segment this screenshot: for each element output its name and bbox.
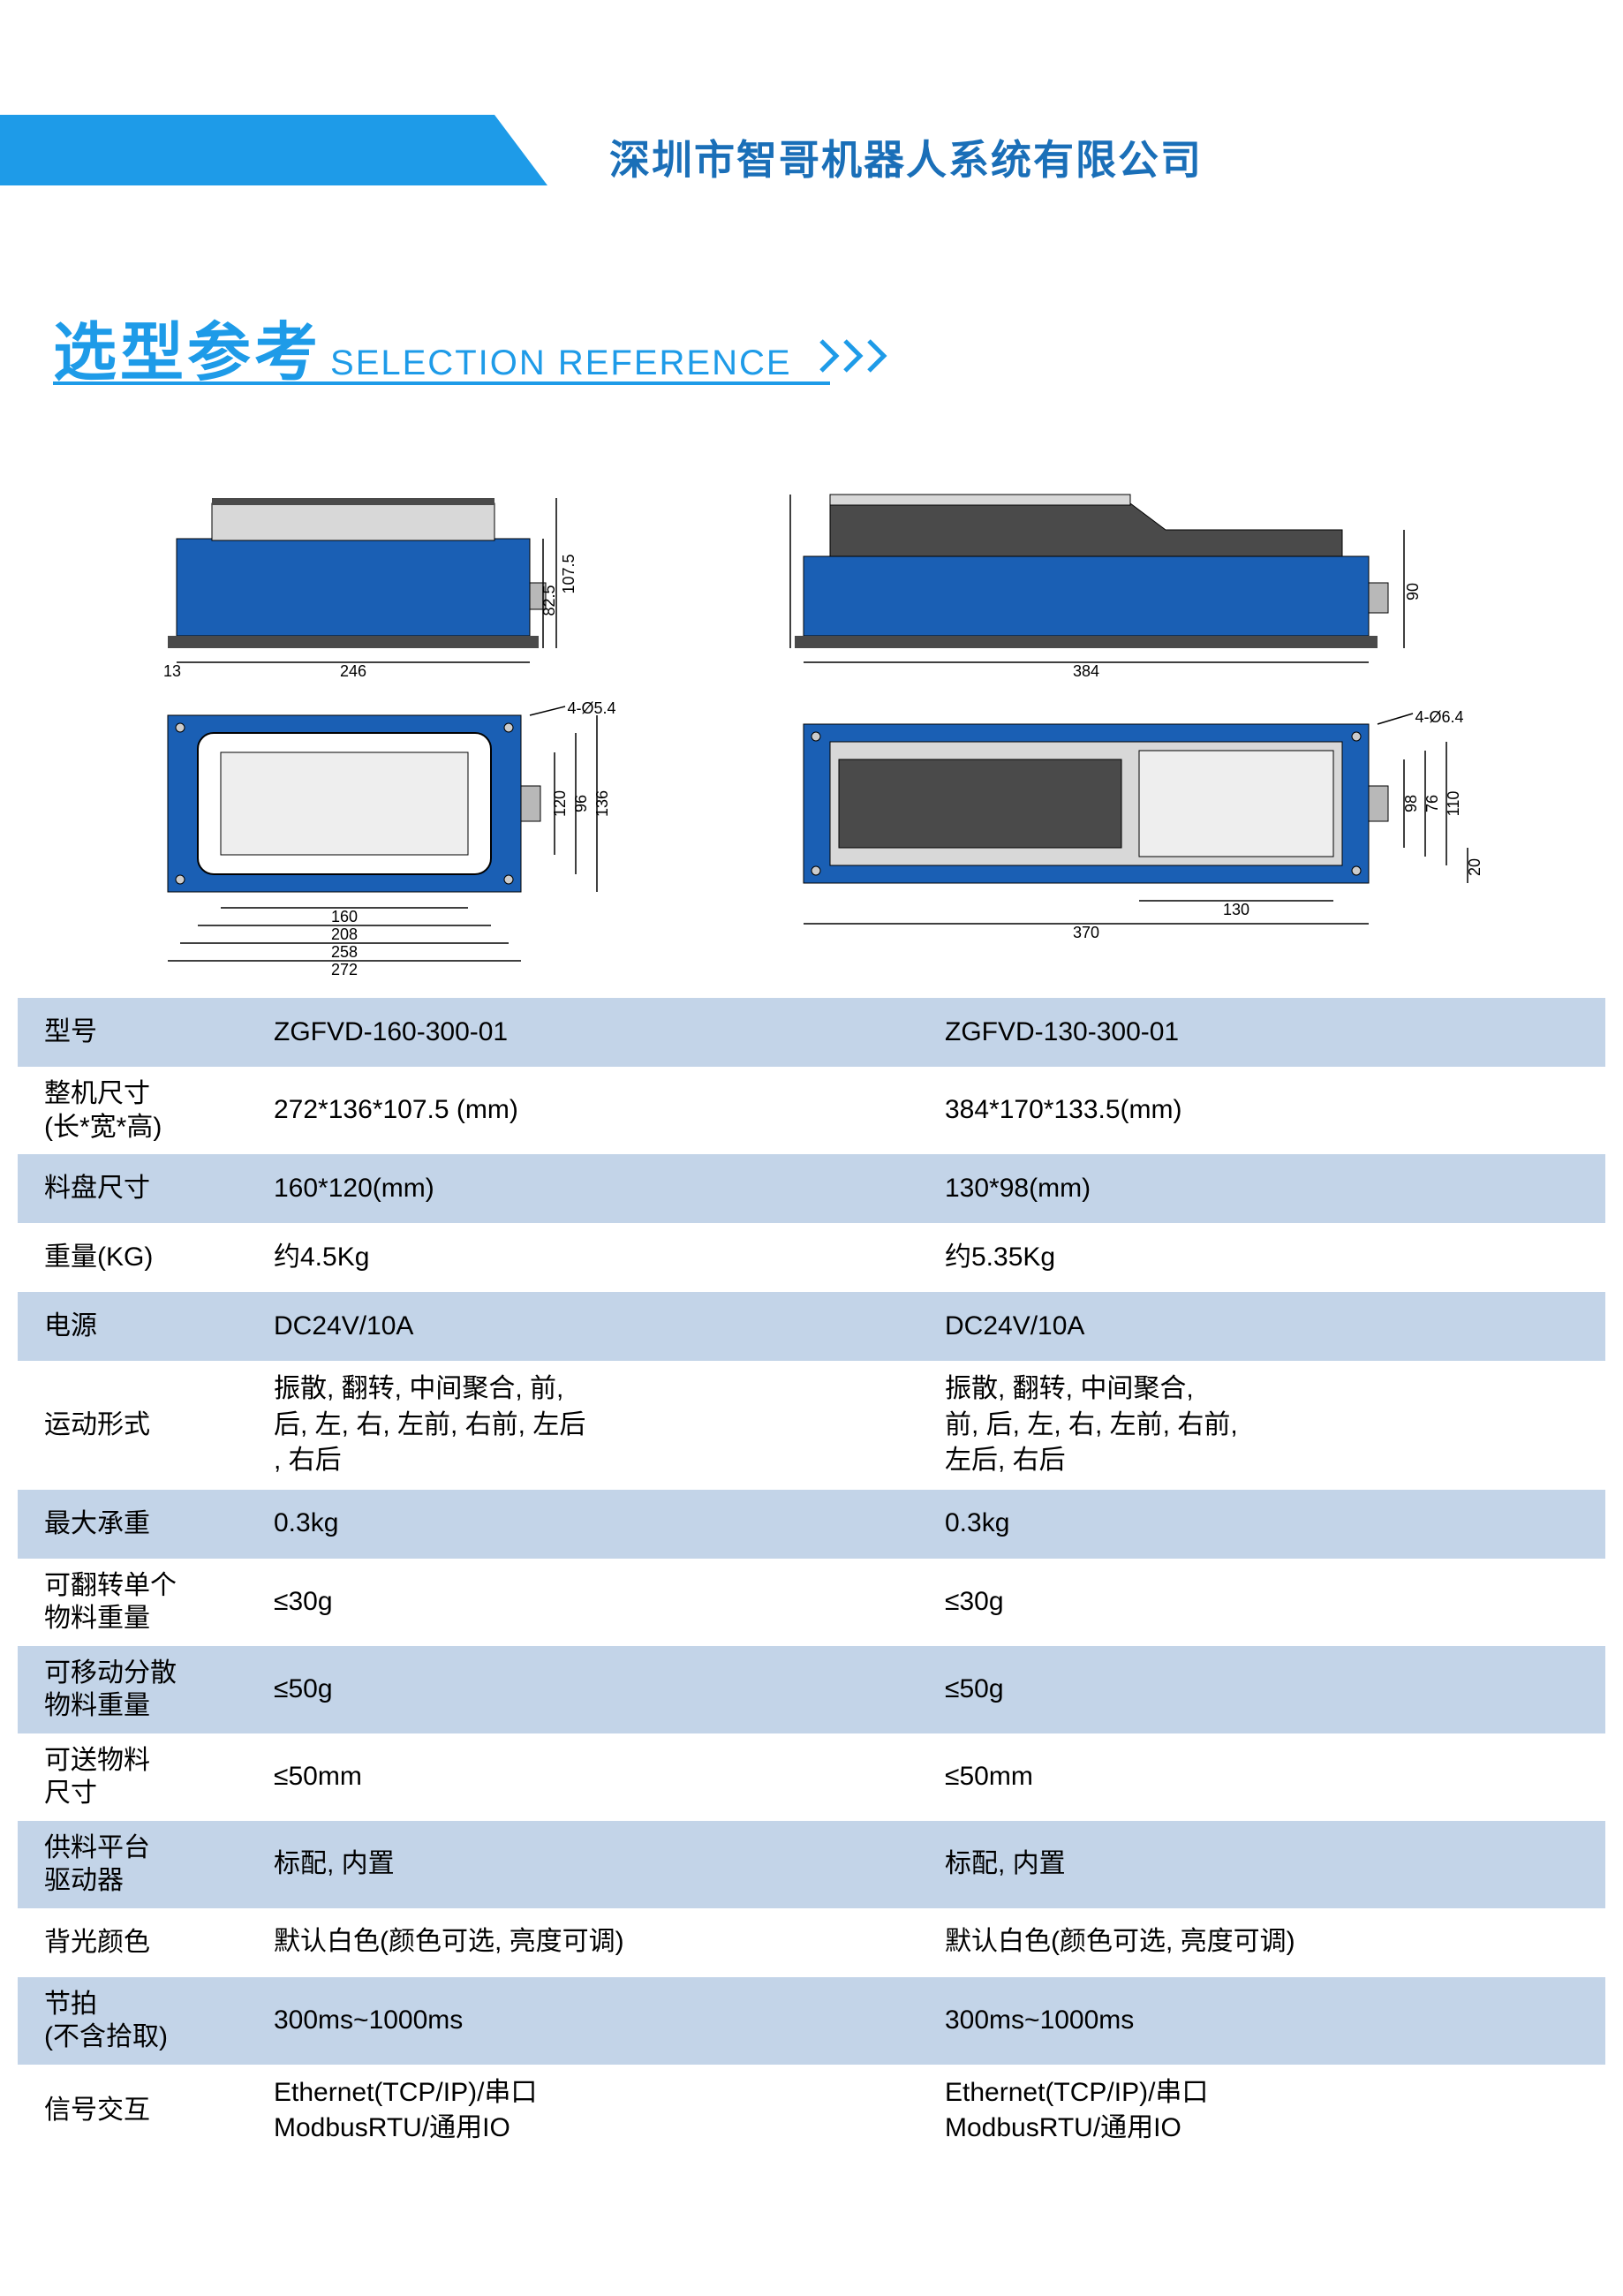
spec-value-col2: 130*98(mm) [936,1171,1572,1207]
spec-row: 重量(KG)约4.5Kg约5.35Kg [18,1223,1605,1292]
spec-value-col1: 300ms~1000ms [265,2003,936,2039]
spec-value-col1: Ethernet(TCP/IP)/串口 ModbusRTU/通用IO [265,2075,936,2147]
spec-value-col1: 0.3kg [265,1506,936,1542]
svg-text:90: 90 [1404,583,1422,600]
title-underline [53,381,830,385]
spec-row: 料盘尺寸160*120(mm)130*98(mm) [18,1154,1605,1223]
spec-label: 可送物料 尺寸 [18,1744,265,1810]
spec-value-col1: 约4.5Kg [265,1240,936,1276]
spec-table: 型号ZGFVD-160-300-01ZGFVD-130-300-01整机尺寸 (… [18,998,1605,2157]
spec-label: 供料平台 驱动器 [18,1832,265,1898]
svg-text:258: 258 [331,943,358,961]
svg-text:130: 130 [1223,901,1249,918]
spec-row: 运动形式振散, 翻转, 中间聚合, 前, 后, 左, 右, 左前, 右前, 左后… [18,1361,1605,1490]
title-cn: 选型参考 [53,300,321,393]
spec-row: 信号交互Ethernet(TCP/IP)/串口 ModbusRTU/通用IOEt… [18,2065,1605,2157]
spec-label: 可移动分散 物料重量 [18,1657,265,1723]
spec-row: 可翻转单个 物料重量≤30g≤30g [18,1559,1605,1646]
page-title: 选型参考 SELECTION REFERENCE [53,300,896,393]
spec-value-col2: 300ms~1000ms [936,2003,1572,2039]
spec-value-col2: 默认白色(颜色可选, 亮度可调) [936,1924,1572,1960]
spec-value-col1: ≤50mm [265,1759,936,1795]
svg-text:98: 98 [1402,795,1420,812]
spec-label: 重量(KG) [18,1241,265,1274]
spec-value-col2: ≤30g [936,1584,1572,1620]
spec-value-col2: 0.3kg [936,1506,1572,1542]
spec-value-col1: ≤30g [265,1584,936,1620]
svg-text:120: 120 [551,790,569,817]
spec-label: 背光颜色 [18,1926,265,1960]
svg-text:272: 272 [331,961,358,978]
spec-value-col2: ≤50g [936,1672,1572,1708]
diagram-left-top: 4-Ø5.4 120 96 136 160 208 258 272 [150,698,645,980]
spec-value-col2: 标配, 内置 [936,1847,1572,1883]
svg-text:384: 384 [1073,662,1099,680]
svg-text:160: 160 [331,908,358,925]
spec-row: 型号ZGFVD-160-300-01ZGFVD-130-300-01 [18,998,1605,1067]
chevron-right-icon [817,337,896,374]
spec-value-col2: 振散, 翻转, 中间聚合, 前, 后, 左, 右, 左前, 右前, 左后, 右后 [936,1371,1572,1479]
spec-row: 供料平台 驱动器标配, 内置标配, 内置 [18,1821,1605,1908]
spec-value-col1: 默认白色(颜色可选, 亮度可调) [265,1924,936,1960]
spec-value-col2: 约5.35Kg [936,1240,1572,1276]
spec-value-col1: ≤50g [265,1672,936,1708]
svg-text:208: 208 [331,925,358,943]
diagram-left-side: 107.5 82.5 246 13 [150,477,609,680]
header-accent-bar [0,115,494,185]
spec-label: 可翻转单个 物料重量 [18,1569,265,1635]
svg-text:13: 13 [163,662,181,680]
svg-text:20: 20 [1466,858,1483,876]
spec-label: 最大承重 [18,1507,265,1541]
title-en: SELECTION REFERENCE [330,344,792,383]
spec-value-col1: 振散, 翻转, 中间聚合, 前, 后, 左, 右, 左前, 右前, 左后 , 右… [265,1371,936,1479]
diagram-right-side: 133.5 90 384 [786,477,1475,680]
spec-row: 最大承重0.3kg0.3kg [18,1490,1605,1559]
spec-value-col2: ≤50mm [936,1759,1572,1795]
svg-text:96: 96 [572,795,590,812]
spec-row: 电源DC24V/10ADC24V/10A [18,1292,1605,1361]
spec-row: 可移动分散 物料重量≤50g≤50g [18,1646,1605,1733]
spec-value-col1: 160*120(mm) [265,1171,936,1207]
diagram-right-top: 4-Ø6.4 98 76 110 20 130 370 [786,706,1510,971]
spec-value-col1: DC24V/10A [265,1309,936,1345]
svg-text:370: 370 [1073,924,1099,941]
spec-row: 节拍 (不含拾取)300ms~1000ms300ms~1000ms [18,1977,1605,2065]
spec-value-col2: ZGFVD-130-300-01 [936,1015,1572,1051]
spec-value-col2: Ethernet(TCP/IP)/串口 ModbusRTU/通用IO [936,2075,1572,2147]
spec-row: 背光颜色默认白色(颜色可选, 亮度可调)默认白色(颜色可选, 亮度可调) [18,1908,1605,1977]
spec-label: 电源 [18,1310,265,1343]
svg-text:82.5: 82.5 [540,585,558,616]
spec-row: 整机尺寸 (长*宽*高)272*136*107.5 (mm)384*170*13… [18,1067,1605,1154]
spec-label: 节拍 (不含拾取) [18,1988,265,2054]
company-name: 深圳市智哥机器人系统有限公司 [609,128,1203,186]
svg-text:76: 76 [1423,795,1441,812]
svg-text:4-Ø6.4: 4-Ø6.4 [1415,708,1463,726]
spec-label: 运动形式 [18,1409,265,1442]
spec-label: 信号交互 [18,2094,265,2127]
svg-text:110: 110 [1445,791,1462,817]
svg-text:4-Ø5.4: 4-Ø5.4 [567,699,615,717]
spec-label: 型号 [18,1016,265,1049]
svg-text:107.5: 107.5 [560,554,577,593]
spec-label: 料盘尺寸 [18,1172,265,1205]
spec-value-col2: 384*170*133.5(mm) [936,1092,1572,1129]
spec-label: 整机尺寸 (长*宽*高) [18,1077,265,1144]
spec-value-col1: 标配, 内置 [265,1847,936,1883]
spec-value-col2: DC24V/10A [936,1309,1572,1345]
spec-value-col1: ZGFVD-160-300-01 [265,1015,936,1051]
svg-text:246: 246 [340,662,366,680]
technical-drawings: 107.5 82.5 246 13 4-Ø5.4 120 96 136 160 … [115,477,1528,971]
spec-row: 可送物料 尺寸≤50mm≤50mm [18,1733,1605,1821]
svg-text:136: 136 [593,790,611,817]
spec-value-col1: 272*136*107.5 (mm) [265,1092,936,1129]
